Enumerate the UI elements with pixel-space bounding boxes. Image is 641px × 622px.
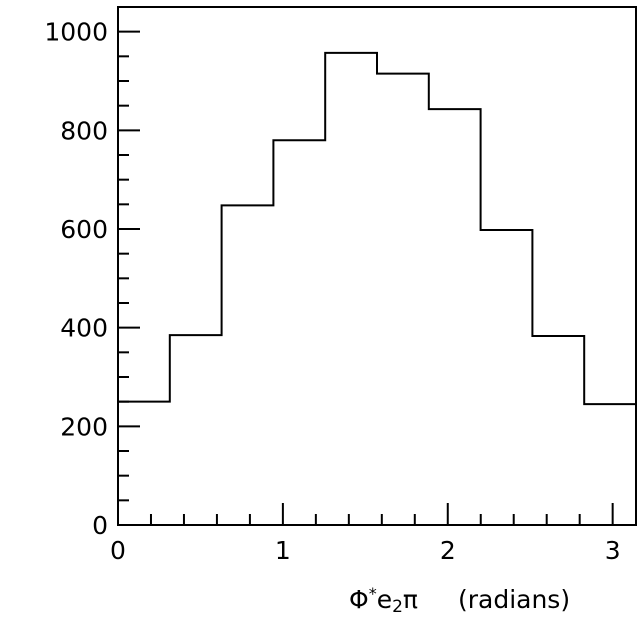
x-tick-label: 2	[440, 536, 456, 565]
x-label-e: e	[377, 585, 392, 614]
x-label-phi: Φ	[349, 585, 369, 614]
histogram-step-line	[118, 51, 636, 406]
x-tick-label: 0	[110, 536, 126, 565]
x-axis-ticks	[117, 503, 614, 525]
x-label-star: *	[369, 584, 377, 603]
y-tick-label: 400	[60, 314, 108, 343]
x-label-subscript: 2	[392, 597, 403, 617]
y-tick-label: 1000	[44, 18, 108, 47]
y-tick-label: 800	[60, 116, 108, 145]
x-axis-label: Φ*e2π (radians)	[349, 584, 570, 617]
x-label-pi: π	[403, 585, 418, 614]
x-tick-label: 1	[275, 536, 291, 565]
x-tick-label: 3	[605, 536, 621, 565]
y-axis-ticks	[118, 6, 140, 526]
y-tick-label: 200	[60, 412, 108, 441]
y-axis-tick-labels: 0 200 400 600 800 1000	[44, 18, 108, 540]
y-tick-label: 600	[60, 215, 108, 244]
x-axis-tick-labels: 0 1 2 3	[110, 536, 621, 565]
x-label-units: (radians)	[458, 585, 570, 614]
y-tick-label: 0	[92, 511, 108, 540]
plot-frame	[117, 6, 637, 526]
